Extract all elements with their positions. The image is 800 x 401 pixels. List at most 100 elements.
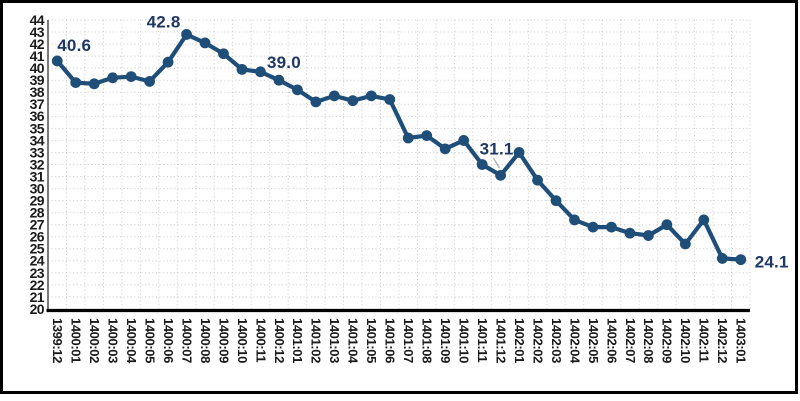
x-tick-label: 1402:08 — [641, 318, 656, 363]
x-tick-label: 1400:12 — [272, 318, 287, 363]
x-tick-label: 1400:04 — [124, 318, 139, 364]
data-label: 42.8 — [147, 12, 181, 31]
y-tick-label: 32 — [30, 156, 45, 172]
data-label: 24.1 — [755, 253, 789, 272]
y-tick-label: 25 — [30, 241, 45, 257]
y-tick-label: 27 — [30, 217, 45, 233]
y-tick-label: 31 — [30, 168, 45, 184]
data-point — [513, 147, 525, 158]
data-point — [51, 55, 63, 67]
data-point — [587, 221, 599, 233]
y-tick-label: 35 — [30, 120, 45, 136]
data-point — [70, 77, 82, 89]
data-point — [273, 74, 285, 86]
x-tick-label: 1401:04 — [346, 318, 361, 364]
data-point — [107, 72, 119, 84]
x-tick-label: 1402:01 — [512, 318, 527, 363]
data-point — [532, 174, 543, 186]
data-point — [384, 94, 396, 105]
y-tick-label: 20 — [30, 301, 45, 317]
x-tick-label: 1400:05 — [142, 318, 157, 363]
data-point — [661, 219, 673, 231]
data-point — [716, 253, 728, 264]
x-tick-label: 1402:03 — [549, 318, 564, 363]
y-tick-label: 43 — [30, 24, 45, 40]
data-point — [144, 76, 156, 87]
y-tick-label: 21 — [30, 289, 45, 305]
x-tick-label: 1402:02 — [530, 318, 545, 363]
data-point — [402, 132, 414, 144]
data-point — [125, 71, 137, 82]
y-tick-label: 26 — [30, 229, 45, 245]
data-point — [88, 78, 100, 90]
x-tick-label: 1399:12 — [50, 318, 65, 363]
data-point — [458, 135, 470, 146]
y-tick-label: 23 — [30, 265, 45, 281]
x-tick-label: 1402:09 — [660, 318, 675, 363]
y-tick-label: 44 — [30, 12, 45, 28]
x-tick-label: 1402:05 — [586, 318, 601, 363]
data-point — [255, 66, 266, 78]
data-label-leader-line — [493, 158, 501, 169]
data-point — [365, 90, 377, 102]
data-label: 40.6 — [57, 36, 91, 55]
data-label: 31.1 — [480, 139, 514, 158]
x-tick-label: 1400:06 — [161, 318, 176, 363]
y-tick-label: 24 — [30, 253, 45, 269]
y-tick-label: 36 — [30, 108, 45, 124]
y-tick-label: 41 — [30, 48, 45, 64]
data-point — [236, 63, 248, 75]
x-tick-label: 1400:09 — [216, 318, 231, 363]
x-tick-label: 1401:06 — [383, 318, 398, 363]
x-tick-label: 1403:01 — [734, 318, 749, 363]
x-tick-label: 1401:02 — [309, 318, 324, 363]
x-tick-label: 1402:12 — [715, 318, 730, 363]
data-point — [495, 169, 507, 181]
y-tick-label: 33 — [30, 144, 45, 160]
x-tick-label: 1400:01 — [69, 318, 84, 363]
x-tick-label: 1402:04 — [567, 318, 582, 364]
x-tick-label: 1401:08 — [420, 318, 435, 363]
x-tick-label: 1402:07 — [623, 318, 638, 363]
y-tick-label: 28 — [30, 205, 45, 221]
x-tick-label: 1400:02 — [87, 318, 102, 363]
y-tick-label: 39 — [30, 72, 45, 88]
data-point — [679, 238, 691, 250]
y-tick-label: 38 — [30, 84, 45, 100]
data-point — [328, 90, 340, 102]
data-point — [569, 214, 580, 226]
data-point — [291, 84, 303, 96]
data-point — [606, 221, 617, 233]
x-tick-label: 1401:12 — [493, 318, 508, 363]
x-tick-label: 1401:11 — [475, 318, 490, 362]
x-tick-label: 1400:08 — [198, 318, 213, 363]
data-point — [642, 230, 654, 241]
x-tick-label: 1400:07 — [179, 318, 194, 363]
data-point — [162, 56, 174, 68]
data-point — [218, 48, 229, 60]
y-tick-label: 30 — [30, 180, 45, 196]
x-tick-label: 1401:05 — [364, 318, 379, 363]
data-point — [698, 214, 710, 226]
y-tick-label: 29 — [30, 193, 45, 209]
data-point — [181, 29, 192, 40]
data-point — [310, 96, 322, 108]
x-tick-label: 1401:01 — [290, 318, 305, 363]
data-point — [476, 159, 488, 170]
y-tick-label: 37 — [30, 96, 45, 112]
x-tick-label: 1401:10 — [456, 318, 471, 363]
x-tick-label: 1402:11 — [697, 318, 712, 362]
y-tick-label: 34 — [30, 132, 45, 148]
x-tick-label: 1402:10 — [678, 318, 693, 363]
data-point — [199, 37, 211, 49]
x-tick-label: 1401:03 — [327, 318, 342, 363]
x-tick-label: 1402:06 — [604, 318, 619, 363]
x-tick-label: 1401:09 — [438, 318, 453, 363]
data-label: 39.0 — [267, 53, 301, 72]
x-tick-label: 1400:03 — [105, 318, 120, 363]
x-tick-label: 1400:10 — [235, 318, 250, 363]
